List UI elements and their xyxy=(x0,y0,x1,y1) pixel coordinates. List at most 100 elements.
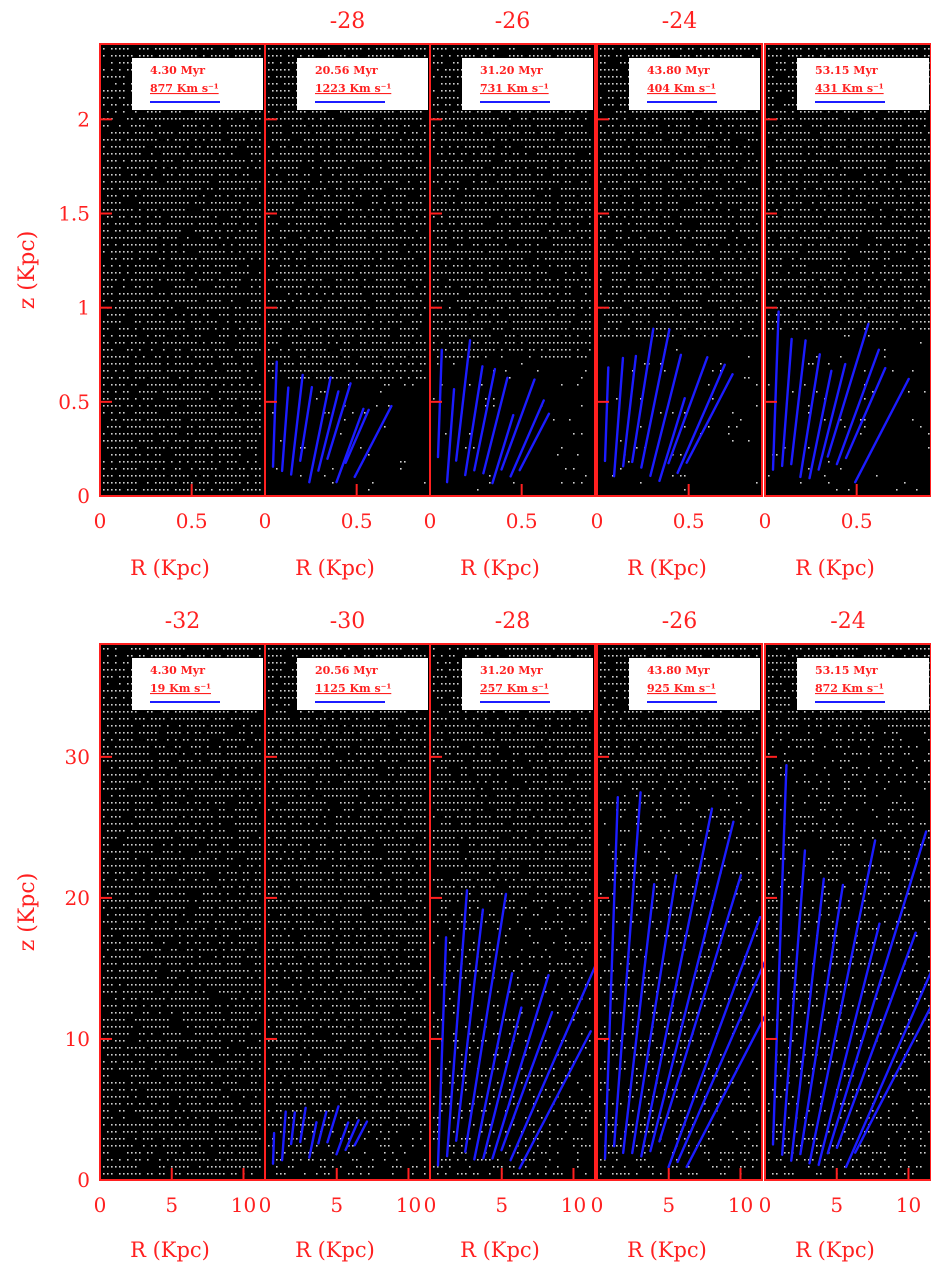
panel-background xyxy=(765,644,931,1180)
y-tick-label: 0.5 xyxy=(58,390,90,414)
panel-1-1: 4.30 Myr 877 Km s⁻¹ 0 0.5 R (Kpc) xyxy=(94,43,266,580)
y-tick-label: 30 xyxy=(65,745,90,769)
legend-velocity: 404 Km s⁻¹ xyxy=(647,82,716,95)
x-tick-label: 0 xyxy=(591,1193,604,1217)
velocity-vectors xyxy=(771,763,931,1169)
panel-1-5: 53.15 Myr 431 Km s⁻¹ 0 0.5 R (Kpc) xyxy=(759,43,931,580)
x-tick-label: 10 xyxy=(396,1193,421,1217)
x-tick-label: 0 xyxy=(424,509,437,533)
y-tick-label: 1 xyxy=(77,296,90,320)
panel-title: -30 xyxy=(330,609,365,634)
x-tick-label: 0.5 xyxy=(673,509,705,533)
x-tick-label: 10 xyxy=(231,1193,256,1217)
panel-1-4: 43.80 Myr 404 Km s⁻¹ -24 0 0.5 R (Kpc) xyxy=(591,9,763,580)
x-tick-label: 0.5 xyxy=(506,509,538,533)
x-tick-label: 5 xyxy=(330,1193,343,1217)
velocity-vectors xyxy=(603,791,820,1169)
x-tick-label: 0 xyxy=(94,1193,107,1217)
legend-time: 4.30 Myr xyxy=(150,664,205,677)
legend-velocity: 925 Km s⁻¹ xyxy=(647,682,716,695)
velocity-vectors xyxy=(436,889,597,1170)
panel-title: -24 xyxy=(662,9,697,34)
x-axis-label: R (Kpc) xyxy=(295,556,375,580)
density-dots xyxy=(103,48,261,491)
panel-frame xyxy=(764,43,931,497)
x-tick-label: 0 xyxy=(259,509,272,533)
figure-row-1: z (Kpc) 0 0.5 1 1.5 2 4.30 Myr 877 Km s⁻¹ 0 0.5 R … xyxy=(15,9,931,580)
panel-background xyxy=(430,644,595,1180)
x-tick-label: 0.5 xyxy=(341,509,373,533)
panel-title: -24 xyxy=(830,609,865,634)
legend-velocity: 19 Km s⁻¹ xyxy=(150,682,211,695)
x-tick-label: 0 xyxy=(424,1193,437,1217)
x-tick-label: 10 xyxy=(896,1193,921,1217)
panel-title: -28 xyxy=(330,9,365,34)
y-tick-label: 1.5 xyxy=(58,202,90,226)
y-tick-label: 20 xyxy=(65,886,90,910)
density-dots xyxy=(103,648,261,1175)
legend-time: 43.80 Myr xyxy=(647,664,710,677)
panel-frame xyxy=(429,643,596,1181)
x-axis-label: R (Kpc) xyxy=(627,556,707,580)
panel-title: -32 xyxy=(165,609,200,634)
x-tick-label: 0 xyxy=(759,1193,772,1217)
velocity-vectors xyxy=(436,339,551,485)
panel-1-2: 20.56 Myr 1223 Km s⁻¹ -28 0 0.5 R (Kpc) xyxy=(259,9,431,580)
panel-title: -28 xyxy=(495,609,530,634)
panel-background xyxy=(265,644,430,1180)
x-tick-label: 0.5 xyxy=(841,509,873,533)
x-tick-label: 5 xyxy=(662,1193,675,1217)
x-axis-label: R (Kpc) xyxy=(795,1238,875,1262)
legend-time: 53.15 Myr xyxy=(815,664,878,677)
velocity-vectors xyxy=(271,360,393,484)
panel-frame xyxy=(596,643,763,1181)
panel-frame xyxy=(764,643,931,1181)
legend-velocity: 431 Km s⁻¹ xyxy=(815,82,884,95)
x-tick-label: 10 xyxy=(561,1193,586,1217)
legend-time: 43.80 Myr xyxy=(647,64,710,77)
legend-velocity: 731 Km s⁻¹ xyxy=(480,82,549,95)
x-axis-label: R (Kpc) xyxy=(627,1238,707,1262)
legend-time: 20.56 Myr xyxy=(315,664,378,677)
legend-time: 31.20 Myr xyxy=(480,664,543,677)
legend-velocity: 257 Km s⁻¹ xyxy=(480,682,549,695)
legend-velocity: 877 Km s⁻¹ xyxy=(150,82,219,95)
legend-time: 20.56 Myr xyxy=(315,64,378,77)
legend-time: 31.20 Myr xyxy=(480,64,543,77)
legend-time: 4.30 Myr xyxy=(150,64,205,77)
velocity-vectors xyxy=(771,310,910,484)
panel-frame xyxy=(596,43,763,497)
x-tick-label: 10 xyxy=(728,1193,753,1217)
x-tick-label: 5 xyxy=(165,1193,178,1217)
x-axis-label: R (Kpc) xyxy=(795,556,875,580)
panel-2-4: 43.80 Myr 925 Km s⁻¹ -26 0 5 10 R (Kpc) xyxy=(591,609,820,1262)
y-tick-label: 10 xyxy=(65,1027,90,1051)
y-tick-label: 2 xyxy=(77,107,90,131)
legend-time: 53.15 Myr xyxy=(815,64,878,77)
x-axis-label: R (Kpc) xyxy=(130,556,210,580)
legend-velocity: 1125 Km s⁻¹ xyxy=(315,682,391,695)
x-tick-label: 5 xyxy=(495,1193,508,1217)
y-axis-label: z (Kpc) xyxy=(15,231,40,310)
panel-frame xyxy=(429,43,596,497)
panel-title: -26 xyxy=(495,9,530,34)
panel-background xyxy=(100,644,265,1180)
panel-2-5: 53.15 Myr 872 Km s⁻¹ -24 0 5 10 R (Kpc) xyxy=(759,609,931,1262)
panel-title: -26 xyxy=(662,609,697,634)
x-tick-label: 0 xyxy=(259,1193,272,1217)
y-axis-label: z (Kpc) xyxy=(15,873,40,952)
x-tick-label: 0 xyxy=(94,509,107,533)
panel-2-1: 4.30 Myr 19 Km s⁻¹ -32 0 5 10 R (Kpc) xyxy=(94,609,266,1262)
density-dots xyxy=(600,48,758,491)
velocity-vectors xyxy=(271,1105,369,1165)
x-axis-label: R (Kpc) xyxy=(460,556,540,580)
x-axis-label: R (Kpc) xyxy=(460,1238,540,1262)
y-tick-label: 0 xyxy=(77,1168,90,1192)
density-dots xyxy=(433,48,591,491)
velocity-vectors xyxy=(603,327,734,483)
panel-1-3: 31.20 Myr 731 Km s⁻¹ -26 0 0.5 R (Kpc) xyxy=(424,9,596,580)
x-tick-label: 0 xyxy=(759,509,772,533)
x-tick-label: 5 xyxy=(830,1193,843,1217)
